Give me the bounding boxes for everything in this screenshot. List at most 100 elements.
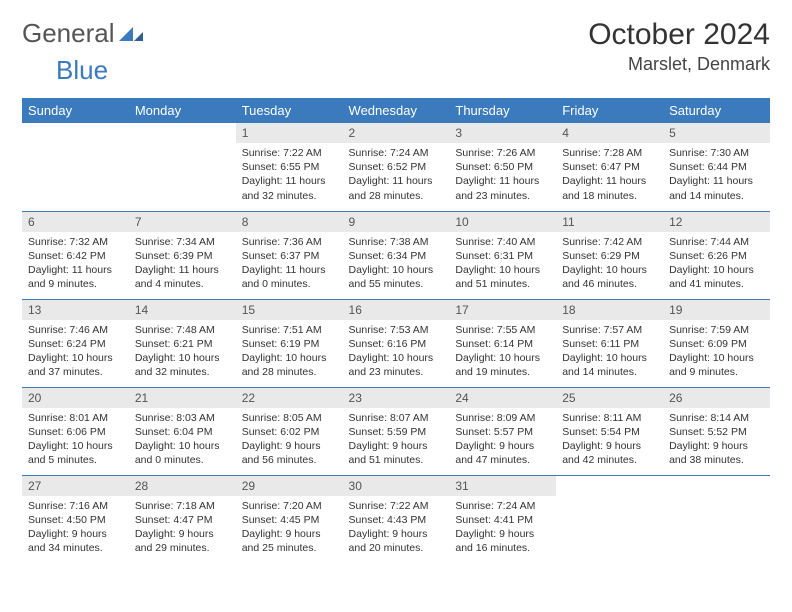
day-number: 16 [343, 300, 450, 320]
daylight-text: Daylight: 11 hours and 14 minutes. [669, 174, 764, 202]
calendar-day-cell: 19Sunrise: 7:59 AMSunset: 6:09 PMDayligh… [663, 299, 770, 387]
calendar-day-cell: 29Sunrise: 7:20 AMSunset: 4:45 PMDayligh… [236, 475, 343, 563]
day-details: Sunrise: 7:22 AMSunset: 4:43 PMDaylight:… [343, 496, 450, 560]
calendar-day-cell: .. [663, 475, 770, 563]
day-details: Sunrise: 8:05 AMSunset: 6:02 PMDaylight:… [236, 408, 343, 472]
sunset-text: Sunset: 6:26 PM [669, 249, 764, 263]
day-details: Sunrise: 8:09 AMSunset: 5:57 PMDaylight:… [449, 408, 556, 472]
day-number: 30 [343, 476, 450, 496]
sunset-text: Sunset: 5:59 PM [349, 425, 444, 439]
day-number: 19 [663, 300, 770, 320]
daylight-text: Daylight: 11 hours and 32 minutes. [242, 174, 337, 202]
calendar-day-cell: 9Sunrise: 7:38 AMSunset: 6:34 PMDaylight… [343, 211, 450, 299]
sunset-text: Sunset: 6:16 PM [349, 337, 444, 351]
daylight-text: Daylight: 10 hours and 0 minutes. [135, 439, 230, 467]
calendar-day-cell: 11Sunrise: 7:42 AMSunset: 6:29 PMDayligh… [556, 211, 663, 299]
sunset-text: Sunset: 6:06 PM [28, 425, 123, 439]
day-details: Sunrise: 7:48 AMSunset: 6:21 PMDaylight:… [129, 320, 236, 384]
day-number: 2 [343, 123, 450, 143]
day-details: Sunrise: 7:24 AMSunset: 6:52 PMDaylight:… [343, 143, 450, 207]
month-title: October 2024 [588, 18, 770, 52]
sunrise-text: Sunrise: 7:34 AM [135, 235, 230, 249]
sunrise-text: Sunrise: 7:32 AM [28, 235, 123, 249]
day-header: Thursday [449, 98, 556, 123]
brand-mark-icon [119, 21, 143, 46]
daylight-text: Daylight: 11 hours and 18 minutes. [562, 174, 657, 202]
calendar-day-cell: 3Sunrise: 7:26 AMSunset: 6:50 PMDaylight… [449, 123, 556, 211]
day-number: 22 [236, 388, 343, 408]
day-details: Sunrise: 7:24 AMSunset: 4:41 PMDaylight:… [449, 496, 556, 560]
sunset-text: Sunset: 6:39 PM [135, 249, 230, 263]
day-number: 21 [129, 388, 236, 408]
day-header: Monday [129, 98, 236, 123]
calendar-day-cell: 8Sunrise: 7:36 AMSunset: 6:37 PMDaylight… [236, 211, 343, 299]
brand-logo: General [22, 18, 145, 49]
daylight-text: Daylight: 11 hours and 23 minutes. [455, 174, 550, 202]
day-details: Sunrise: 7:36 AMSunset: 6:37 PMDaylight:… [236, 232, 343, 296]
daylight-text: Daylight: 10 hours and 14 minutes. [562, 351, 657, 379]
day-number: 15 [236, 300, 343, 320]
daylight-text: Daylight: 9 hours and 16 minutes. [455, 527, 550, 555]
day-details: Sunrise: 7:55 AMSunset: 6:14 PMDaylight:… [449, 320, 556, 384]
daylight-text: Daylight: 10 hours and 46 minutes. [562, 263, 657, 291]
calendar-day-cell: 14Sunrise: 7:48 AMSunset: 6:21 PMDayligh… [129, 299, 236, 387]
sunrise-text: Sunrise: 7:46 AM [28, 323, 123, 337]
calendar-day-cell: 15Sunrise: 7:51 AMSunset: 6:19 PMDayligh… [236, 299, 343, 387]
day-details: Sunrise: 7:44 AMSunset: 6:26 PMDaylight:… [663, 232, 770, 296]
daylight-text: Daylight: 11 hours and 0 minutes. [242, 263, 337, 291]
sunrise-text: Sunrise: 7:26 AM [455, 146, 550, 160]
calendar-day-cell: 21Sunrise: 8:03 AMSunset: 6:04 PMDayligh… [129, 387, 236, 475]
daylight-text: Daylight: 10 hours and 32 minutes. [135, 351, 230, 379]
daylight-text: Daylight: 10 hours and 28 minutes. [242, 351, 337, 379]
sunrise-text: Sunrise: 7:38 AM [349, 235, 444, 249]
day-details: Sunrise: 8:01 AMSunset: 6:06 PMDaylight:… [22, 408, 129, 472]
day-number: 29 [236, 476, 343, 496]
sunset-text: Sunset: 5:54 PM [562, 425, 657, 439]
daylight-text: Daylight: 11 hours and 4 minutes. [135, 263, 230, 291]
sunset-text: Sunset: 6:47 PM [562, 160, 657, 174]
calendar-day-cell: 7Sunrise: 7:34 AMSunset: 6:39 PMDaylight… [129, 211, 236, 299]
sunrise-text: Sunrise: 7:36 AM [242, 235, 337, 249]
daylight-text: Daylight: 9 hours and 34 minutes. [28, 527, 123, 555]
day-details: Sunrise: 7:38 AMSunset: 6:34 PMDaylight:… [343, 232, 450, 296]
day-details: Sunrise: 7:28 AMSunset: 6:47 PMDaylight:… [556, 143, 663, 207]
day-details: Sunrise: 7:32 AMSunset: 6:42 PMDaylight:… [22, 232, 129, 296]
day-number: 28 [129, 476, 236, 496]
sunrise-text: Sunrise: 7:16 AM [28, 499, 123, 513]
calendar-day-cell: 12Sunrise: 7:44 AMSunset: 6:26 PMDayligh… [663, 211, 770, 299]
day-details: Sunrise: 7:51 AMSunset: 6:19 PMDaylight:… [236, 320, 343, 384]
calendar-week-row: 13Sunrise: 7:46 AMSunset: 6:24 PMDayligh… [22, 299, 770, 387]
sunrise-text: Sunrise: 7:40 AM [455, 235, 550, 249]
sunrise-text: Sunrise: 7:59 AM [669, 323, 764, 337]
calendar-day-cell: 18Sunrise: 7:57 AMSunset: 6:11 PMDayligh… [556, 299, 663, 387]
calendar-header-row: SundayMondayTuesdayWednesdayThursdayFrid… [22, 98, 770, 123]
calendar-day-cell: 28Sunrise: 7:18 AMSunset: 4:47 PMDayligh… [129, 475, 236, 563]
daylight-text: Daylight: 10 hours and 55 minutes. [349, 263, 444, 291]
sunset-text: Sunset: 6:11 PM [562, 337, 657, 351]
daylight-text: Daylight: 10 hours and 51 minutes. [455, 263, 550, 291]
calendar-day-cell: 6Sunrise: 7:32 AMSunset: 6:42 PMDaylight… [22, 211, 129, 299]
brand-part2: Blue [56, 55, 108, 85]
sunrise-text: Sunrise: 7:24 AM [455, 499, 550, 513]
daylight-text: Daylight: 9 hours and 51 minutes. [349, 439, 444, 467]
daylight-text: Daylight: 9 hours and 42 minutes. [562, 439, 657, 467]
calendar-day-cell: 26Sunrise: 8:14 AMSunset: 5:52 PMDayligh… [663, 387, 770, 475]
day-details: Sunrise: 7:22 AMSunset: 6:55 PMDaylight:… [236, 143, 343, 207]
brand-part1: General [22, 18, 115, 49]
calendar-day-cell: 25Sunrise: 8:11 AMSunset: 5:54 PMDayligh… [556, 387, 663, 475]
sunset-text: Sunset: 4:50 PM [28, 513, 123, 527]
sunrise-text: Sunrise: 7:20 AM [242, 499, 337, 513]
day-number: 25 [556, 388, 663, 408]
calendar-day-cell: .. [556, 475, 663, 563]
calendar-day-cell: 10Sunrise: 7:40 AMSunset: 6:31 PMDayligh… [449, 211, 556, 299]
day-details: Sunrise: 8:11 AMSunset: 5:54 PMDaylight:… [556, 408, 663, 472]
calendar-week-row: 6Sunrise: 7:32 AMSunset: 6:42 PMDaylight… [22, 211, 770, 299]
day-details: Sunrise: 7:42 AMSunset: 6:29 PMDaylight:… [556, 232, 663, 296]
calendar-day-cell: .. [129, 123, 236, 211]
day-number: 9 [343, 212, 450, 232]
day-details: Sunrise: 8:07 AMSunset: 5:59 PMDaylight:… [343, 408, 450, 472]
daylight-text: Daylight: 10 hours and 23 minutes. [349, 351, 444, 379]
calendar-day-cell: 30Sunrise: 7:22 AMSunset: 4:43 PMDayligh… [343, 475, 450, 563]
calendar-table: SundayMondayTuesdayWednesdayThursdayFrid… [22, 98, 770, 563]
calendar-week-row: 27Sunrise: 7:16 AMSunset: 4:50 PMDayligh… [22, 475, 770, 563]
